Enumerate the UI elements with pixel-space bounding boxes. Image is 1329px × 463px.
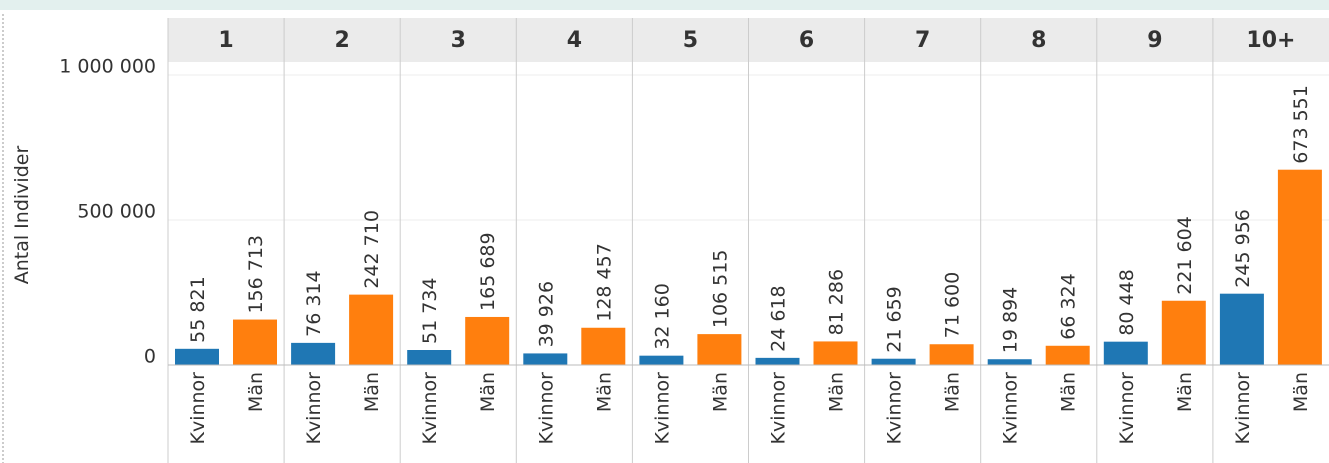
x-tick-label: Män — [709, 372, 731, 412]
value-label: 81 286 — [826, 269, 848, 335]
group-label: 2 — [334, 28, 349, 53]
x-tick-label: Kvinnor — [303, 372, 325, 445]
bar — [1103, 341, 1148, 365]
x-tick-label: Män — [361, 372, 383, 412]
value-label: 51 734 — [419, 278, 441, 344]
y-tick-label: 500 000 — [77, 201, 156, 223]
bar — [1277, 169, 1322, 365]
bar — [697, 334, 742, 365]
bar — [639, 355, 684, 365]
x-tick-label: Män — [1174, 372, 1196, 412]
x-tick-label: Kvinnor — [884, 372, 906, 445]
value-label: 32 160 — [651, 283, 673, 349]
bar — [987, 359, 1032, 365]
x-tick-label: Män — [593, 372, 615, 412]
value-label: 80 448 — [1116, 269, 1138, 335]
group-label: 9 — [1147, 28, 1162, 53]
x-tick-label: Kvinnor — [419, 372, 441, 445]
bar — [233, 319, 277, 365]
bar — [1045, 345, 1090, 365]
value-label: 128 457 — [593, 243, 615, 322]
x-tick-label: Kvinnor — [1116, 372, 1138, 445]
group-label: 1 — [218, 28, 233, 53]
bar — [755, 357, 800, 365]
bar — [523, 353, 568, 365]
group-label: 4 — [567, 28, 582, 53]
x-tick-label: Män — [826, 372, 848, 412]
x-tick-label: Män — [477, 372, 499, 412]
value-label: 24 618 — [768, 285, 790, 351]
bar — [1161, 300, 1206, 365]
x-tick-label: Män — [1058, 372, 1080, 412]
value-label: 245 956 — [1232, 209, 1254, 288]
bar — [581, 327, 626, 365]
value-label: 673 551 — [1290, 85, 1312, 164]
x-tick-label: Kvinnor — [651, 372, 673, 445]
top-band — [0, 0, 1329, 10]
value-label: 39 926 — [535, 281, 557, 347]
value-label: 165 689 — [477, 232, 499, 311]
value-label: 156 713 — [245, 235, 267, 314]
group-label: 7 — [915, 28, 930, 53]
bar — [929, 344, 974, 365]
x-tick-label: Kvinnor — [187, 372, 209, 445]
bar — [813, 341, 858, 365]
group-label: 10+ — [1246, 28, 1295, 53]
y-axis-label: Antal Individer — [11, 146, 33, 285]
value-label: 242 710 — [361, 210, 383, 289]
group-label: 8 — [1031, 28, 1046, 53]
value-label: 21 659 — [884, 286, 906, 352]
bar — [1219, 293, 1264, 365]
x-tick-label: Kvinnor — [1232, 372, 1254, 445]
value-label: 19 894 — [1000, 287, 1022, 353]
value-label: 71 600 — [942, 272, 964, 338]
x-tick-label: Kvinnor — [768, 372, 790, 445]
x-tick-label: Män — [245, 372, 267, 412]
group-label: 3 — [451, 28, 466, 53]
group-label: 6 — [799, 28, 814, 53]
x-tick-label: Män — [942, 372, 964, 412]
y-tick-label: 1 000 000 — [59, 56, 156, 78]
x-tick-label: Kvinnor — [535, 372, 557, 445]
bar — [407, 349, 452, 365]
value-label: 221 604 — [1174, 216, 1196, 295]
bar — [349, 294, 394, 365]
bar — [465, 316, 510, 365]
value-label: 106 515 — [709, 250, 731, 329]
value-label: 76 314 — [303, 270, 325, 336]
bar — [291, 342, 336, 365]
x-tick-label: Kvinnor — [1000, 372, 1022, 445]
y-tick-label: 0 — [144, 346, 156, 368]
bar — [175, 348, 219, 365]
group-label: 5 — [683, 28, 698, 53]
value-label: 55 821 — [187, 276, 209, 342]
value-label: 66 324 — [1058, 273, 1080, 339]
x-tick-label: Män — [1290, 372, 1312, 412]
bar — [871, 358, 916, 365]
